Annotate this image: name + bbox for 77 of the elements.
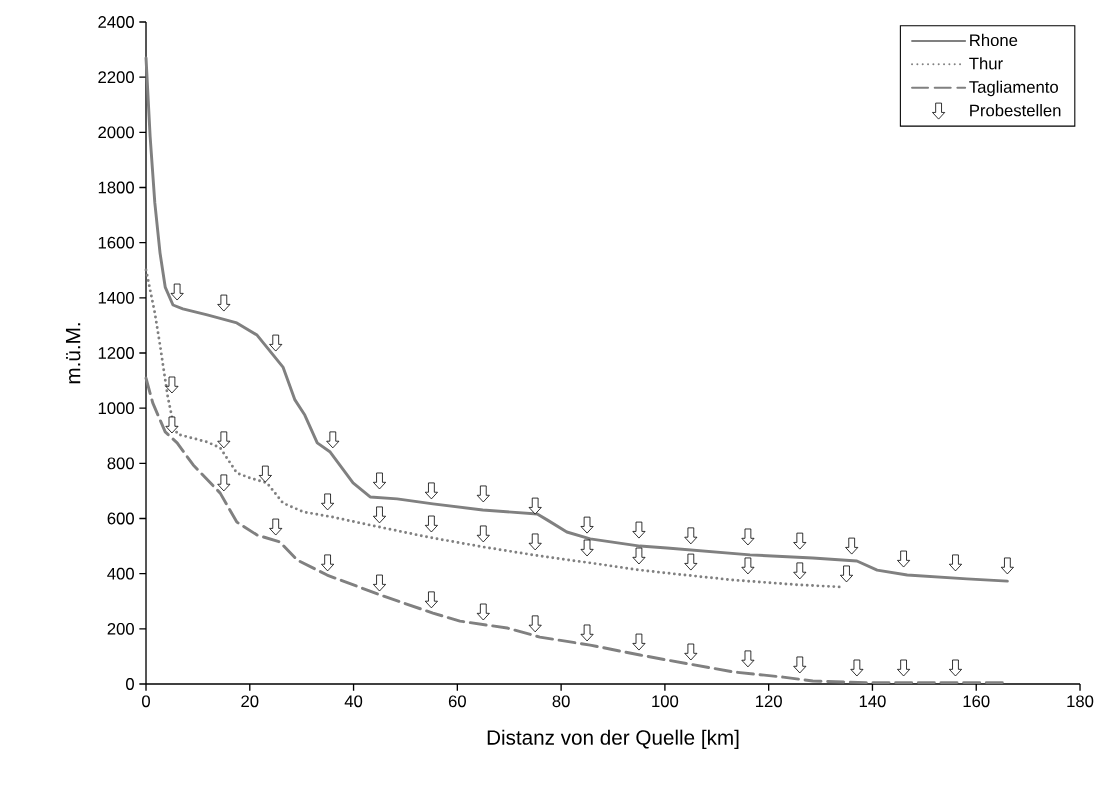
point	[850, 659, 864, 677]
point	[476, 603, 490, 621]
point	[372, 506, 387, 524]
point	[528, 615, 542, 633]
point	[372, 472, 387, 490]
point	[741, 528, 755, 546]
point	[580, 516, 594, 534]
point	[326, 431, 340, 449]
point	[632, 547, 646, 565]
point	[793, 656, 807, 674]
point	[632, 633, 646, 651]
point	[897, 659, 911, 677]
y-tick-label: 600	[107, 512, 134, 525]
point	[321, 554, 335, 572]
point	[684, 553, 698, 571]
point	[793, 562, 807, 580]
point	[321, 493, 335, 511]
y-tick-label: 2200	[98, 71, 134, 84]
y-tick-label: 400	[107, 567, 134, 580]
y-tick-label: 2400	[98, 16, 134, 28]
y-tick-label: 0	[126, 678, 134, 690]
point	[217, 431, 231, 449]
x-tick-label: 0	[142, 695, 150, 708]
y-tick-label: 1000	[98, 402, 134, 415]
x-tick-label: 180	[1067, 695, 1094, 708]
x-tick-label: 140	[859, 695, 886, 708]
point	[845, 537, 859, 555]
point	[476, 485, 490, 503]
point	[170, 283, 184, 301]
legend-label: Tagliamento	[969, 80, 1058, 97]
y-tick-label: 1400	[98, 291, 134, 304]
point	[839, 565, 854, 583]
point	[741, 557, 755, 575]
point	[424, 515, 438, 533]
point	[165, 416, 179, 434]
y-tick-label: 2000	[98, 126, 134, 139]
point	[684, 643, 698, 661]
y-tick-label: 200	[107, 622, 134, 635]
line-series	[144, 268, 842, 589]
point	[897, 550, 911, 568]
x-tick-label: 120	[756, 695, 782, 708]
point	[580, 539, 594, 557]
point	[217, 474, 231, 492]
point	[476, 525, 490, 543]
point	[632, 521, 646, 539]
point	[424, 591, 438, 609]
point	[165, 376, 179, 394]
legend-label: Probestellen	[970, 104, 1061, 117]
point	[217, 294, 231, 312]
point	[269, 518, 283, 536]
x-tick-label: 80	[552, 695, 570, 708]
x-tick-label: 100	[652, 695, 679, 708]
point	[424, 482, 438, 500]
point	[741, 650, 755, 668]
y-tick-label: 1200	[98, 347, 134, 359]
x-axis-title: Distanz von der Quelle [km]	[487, 729, 739, 749]
point	[372, 574, 387, 592]
point	[793, 532, 807, 550]
point	[528, 533, 542, 551]
x-tick-label: 20	[241, 695, 259, 708]
legend-label: Rhone	[970, 33, 1018, 47]
point	[580, 624, 594, 642]
point	[258, 465, 272, 483]
x-tick-label: 160	[963, 695, 990, 708]
point	[528, 497, 542, 515]
y-tick-label: 1600	[98, 236, 134, 249]
point	[269, 334, 283, 352]
point	[684, 527, 698, 545]
point	[948, 554, 963, 572]
legend-label: Thur	[969, 57, 1003, 70]
x-tick-label: 40	[344, 695, 363, 708]
x-tick-label: 60	[448, 695, 466, 708]
point	[1000, 557, 1014, 575]
y-tick-label: 1800	[98, 181, 134, 194]
y-axis-title: m.ü.M.	[65, 323, 81, 384]
y-tick-label: 800	[107, 457, 134, 470]
point	[948, 659, 963, 677]
